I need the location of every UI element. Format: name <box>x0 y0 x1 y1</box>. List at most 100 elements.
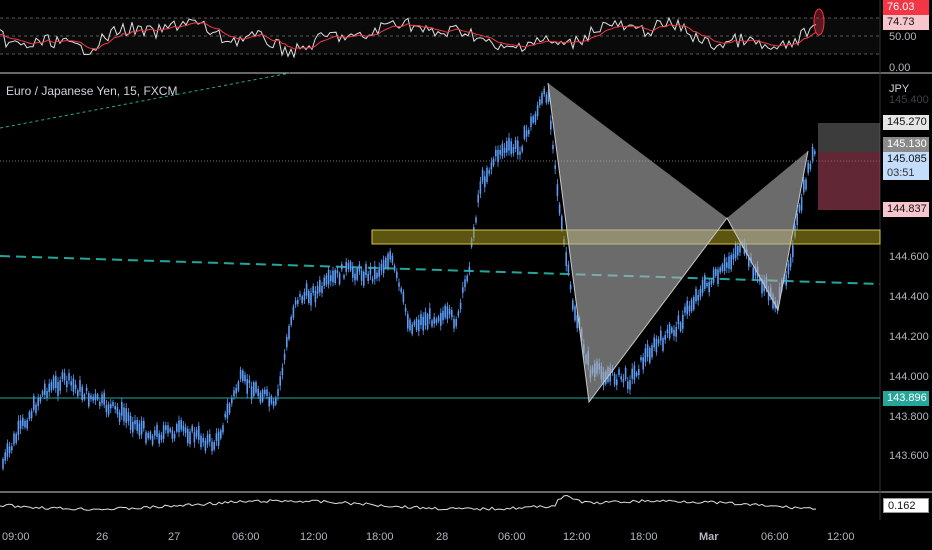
price-axis[interactable]: 145.400 144.600 144.400 144.200 144.000 … <box>889 31 929 462</box>
candle-body <box>349 261 352 271</box>
candle-body <box>809 163 812 169</box>
candle-body <box>101 394 103 404</box>
candle-body <box>110 404 112 409</box>
candle-body <box>657 339 660 344</box>
candle-body <box>39 396 42 402</box>
candle-body <box>30 411 33 419</box>
candle-body <box>41 391 44 396</box>
candle-body <box>319 279 321 293</box>
candle-body <box>550 120 552 130</box>
candle-body <box>308 290 310 303</box>
candle-body <box>413 321 416 326</box>
candle-body <box>288 325 290 340</box>
candle-body <box>613 374 616 385</box>
candle-body <box>635 372 638 376</box>
candle-body <box>558 204 561 214</box>
candle-body <box>226 403 229 419</box>
candle-body <box>699 288 702 297</box>
time-label: 18:00 <box>366 531 394 543</box>
candle-body <box>332 270 334 283</box>
candle-body <box>66 380 68 388</box>
candle-body <box>140 420 143 435</box>
candle-body <box>22 417 24 426</box>
price-tick: 144.000 <box>889 371 929 383</box>
candle-body <box>354 273 356 281</box>
current-price-value: 145.085 <box>887 153 927 165</box>
candle-body <box>730 254 732 270</box>
candle-body <box>57 382 59 397</box>
candle-body <box>466 275 468 282</box>
candle-body <box>556 184 559 196</box>
candle-body <box>374 266 376 280</box>
candle-body <box>261 389 264 402</box>
candle-body <box>195 429 198 437</box>
candle-body <box>453 318 455 329</box>
candle-body <box>785 274 787 286</box>
candle-body <box>70 381 72 386</box>
candle-body <box>640 357 642 361</box>
candle-body <box>712 269 715 283</box>
candle-body <box>385 257 387 268</box>
candle-body <box>81 386 83 401</box>
candle-body <box>409 319 411 331</box>
candle-body <box>301 296 303 304</box>
candle-body <box>239 369 242 379</box>
candle-body <box>321 285 323 294</box>
time-label: 18:00 <box>630 531 658 543</box>
candle-body <box>567 264 570 273</box>
candle-body <box>369 267 372 275</box>
time-label: 12:00 <box>300 531 328 543</box>
candle-body <box>446 306 449 320</box>
candle-body <box>323 277 325 286</box>
profit-box[interactable] <box>818 123 880 152</box>
candle-body <box>800 196 803 211</box>
candle-body <box>162 425 165 439</box>
candles <box>2 86 816 471</box>
support-badge: 143.896 <box>883 391 929 406</box>
price-tick: 143.600 <box>889 450 929 462</box>
candle-body <box>752 267 754 279</box>
candle-body <box>184 427 187 434</box>
candle-body <box>495 149 497 157</box>
candle-body <box>389 251 391 260</box>
rsi-ma-line <box>0 22 817 50</box>
candle-body <box>686 300 688 315</box>
candle-body <box>248 380 251 384</box>
candle-body <box>312 286 314 293</box>
candle-body <box>455 319 457 327</box>
candle-body <box>415 319 418 330</box>
candle-body <box>224 413 226 418</box>
candle-body <box>187 428 189 444</box>
time-axis[interactable]: 09:00 26 27 06:00 12:00 18:00 28 06:00 1… <box>2 531 855 543</box>
candle-body <box>145 432 147 444</box>
candle-body <box>723 257 726 271</box>
candle-body <box>484 176 486 188</box>
candle-body <box>151 435 154 445</box>
candle-body <box>26 420 28 429</box>
symbol-title[interactable]: Euro / Japanese Yen, 15, FXCM <box>6 84 178 98</box>
candle-body <box>360 270 363 281</box>
candle-body <box>574 306 576 321</box>
pattern-triangle-2[interactable] <box>727 151 808 310</box>
pattern-triangle-1[interactable] <box>548 83 727 402</box>
candle-body <box>250 386 253 400</box>
candle-body <box>459 302 462 309</box>
candle-body <box>761 278 763 294</box>
candle-body <box>99 401 101 406</box>
current-price-badge: 145.085 03:51 <box>883 152 929 180</box>
candle-body <box>468 266 471 271</box>
candle-body <box>327 269 330 285</box>
rsi-band-fill <box>0 18 880 54</box>
loss-box[interactable] <box>818 152 880 210</box>
candle-body <box>402 292 405 303</box>
stop-loss-badge: 144.837 <box>883 202 929 217</box>
candle-body <box>59 380 61 391</box>
candle-body <box>283 353 286 360</box>
candle-body <box>803 179 805 193</box>
candle-body <box>55 375 57 388</box>
candle-body <box>371 278 374 282</box>
candle-body <box>191 425 193 432</box>
pattern-outline <box>547 82 809 404</box>
candle-body <box>154 430 156 436</box>
